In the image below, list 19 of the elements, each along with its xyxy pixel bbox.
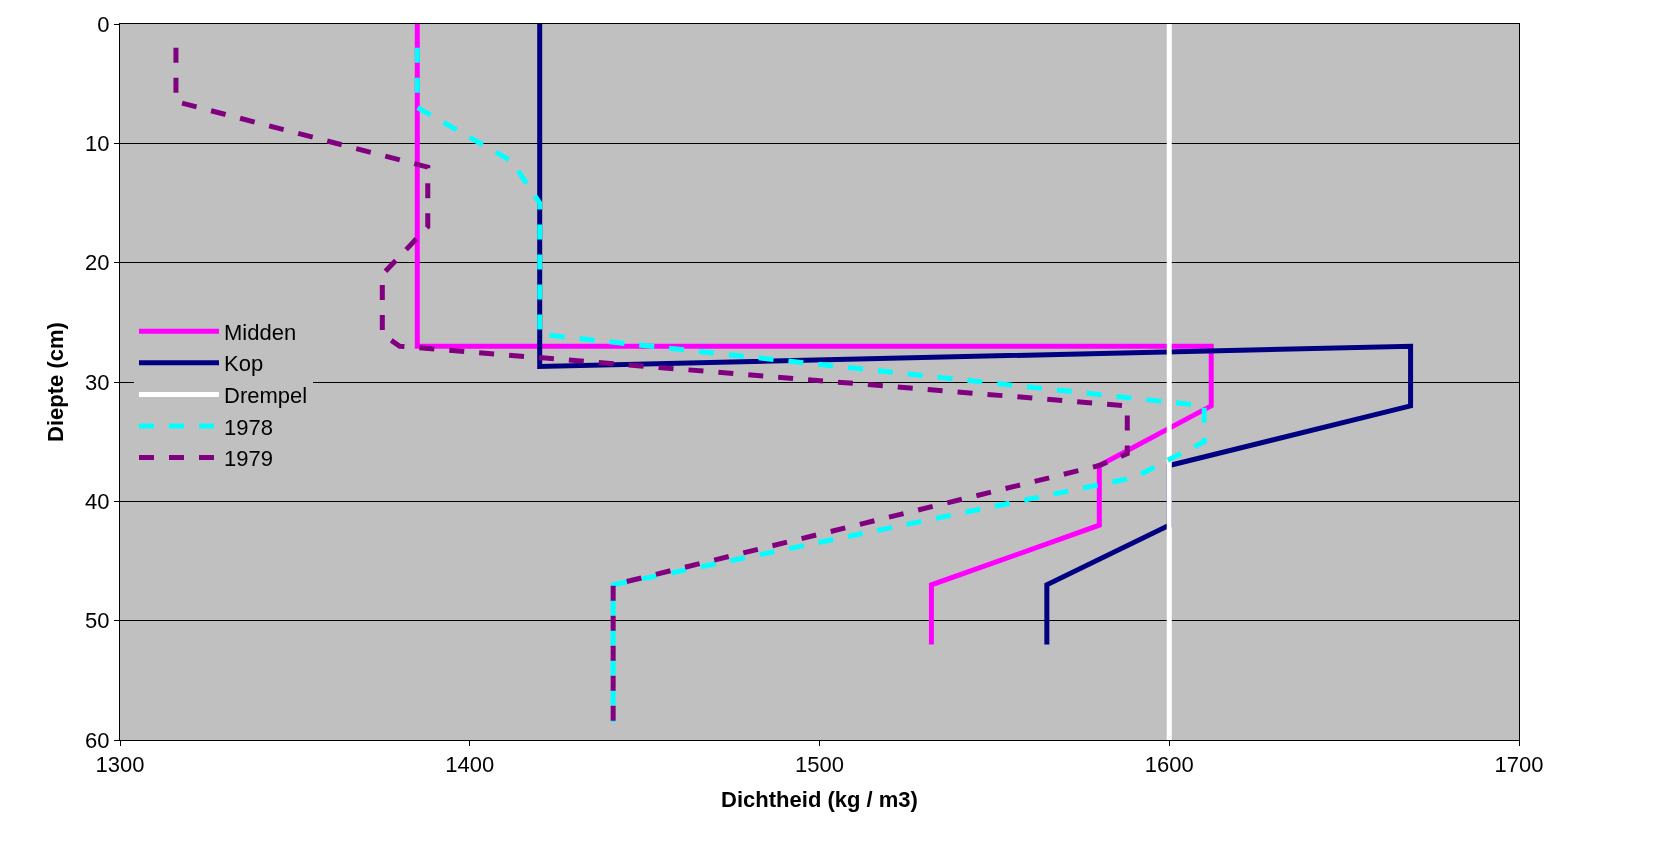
y-tick-label: 30	[85, 369, 110, 395]
legend-label: 1978	[223, 414, 273, 440]
legend-label: Midden	[223, 319, 297, 345]
x-tick-label: 1600	[1144, 752, 1194, 778]
y-tick-label: 40	[85, 489, 110, 515]
x-tick-label: 1700	[1494, 752, 1544, 778]
y-tick-label: 20	[85, 250, 110, 276]
y-tick-label: 50	[85, 608, 110, 634]
y-axis-title: Diepte (cm)	[42, 322, 68, 442]
x-tick-label: 1300	[95, 752, 145, 778]
x-tick-label: 1500	[795, 752, 844, 778]
y-tick-label: 10	[85, 131, 110, 157]
legend-label: 1979	[223, 446, 273, 472]
legend-label: Kop	[223, 351, 264, 377]
x-axis-title: Dichtheid (kg / m3)	[721, 787, 918, 813]
x-tick-label: 1400	[445, 752, 495, 778]
y-tick-label: 60	[85, 727, 110, 753]
y-tick-label: 0	[97, 11, 110, 37]
legend-label: Drempel	[223, 382, 308, 408]
